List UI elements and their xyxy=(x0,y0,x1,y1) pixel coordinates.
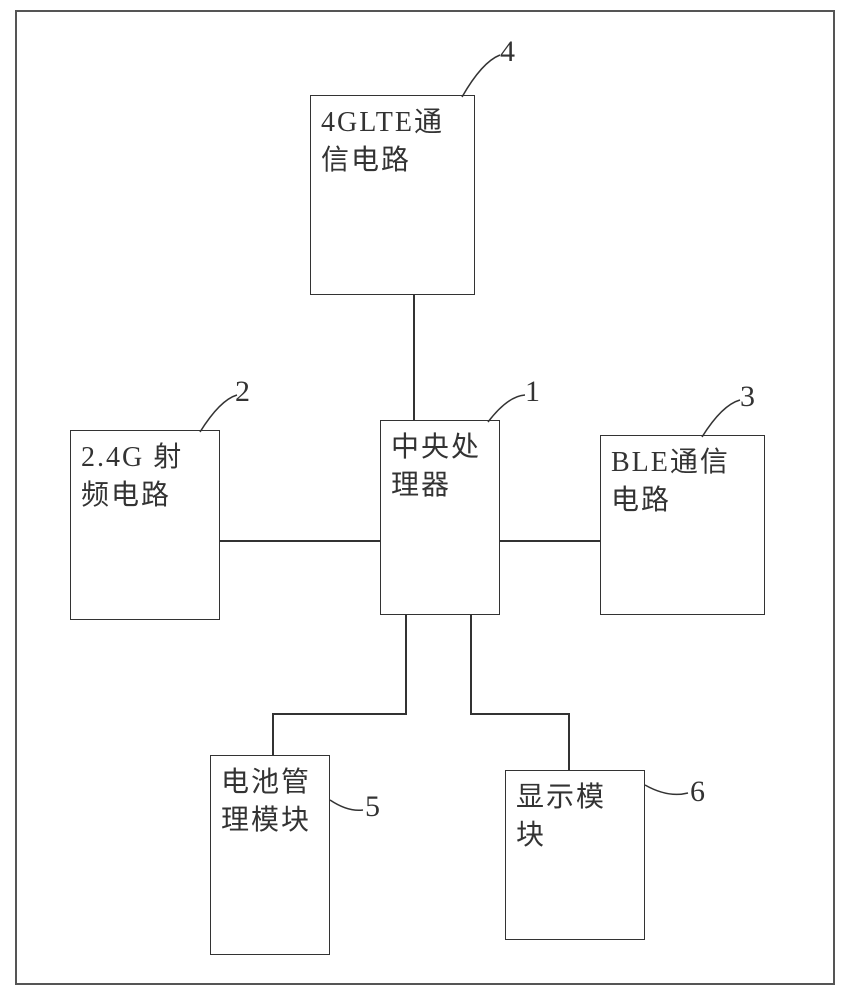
conn-rf24g-cpu xyxy=(220,540,380,542)
conn-disp-cpu-3 xyxy=(568,713,570,770)
conn-disp-cpu-2 xyxy=(470,713,570,715)
conn-ble-cpu xyxy=(500,540,600,542)
conn-batt-cpu-3 xyxy=(272,713,274,755)
leader-disp xyxy=(0,0,849,1000)
conn-batt-cpu-2 xyxy=(272,713,407,715)
conn-disp-cpu-1 xyxy=(470,615,472,715)
conn-lte-cpu xyxy=(413,295,415,420)
conn-batt-cpu-1 xyxy=(405,615,407,715)
